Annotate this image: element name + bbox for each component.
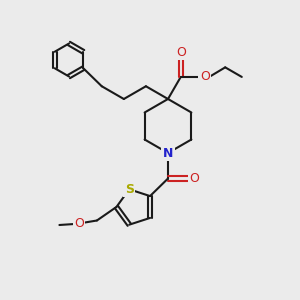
Text: N: N — [163, 146, 173, 160]
Text: S: S — [125, 183, 134, 196]
Text: O: O — [74, 217, 84, 230]
Text: O: O — [176, 46, 186, 59]
Text: O: O — [200, 70, 210, 83]
Text: O: O — [189, 172, 199, 185]
